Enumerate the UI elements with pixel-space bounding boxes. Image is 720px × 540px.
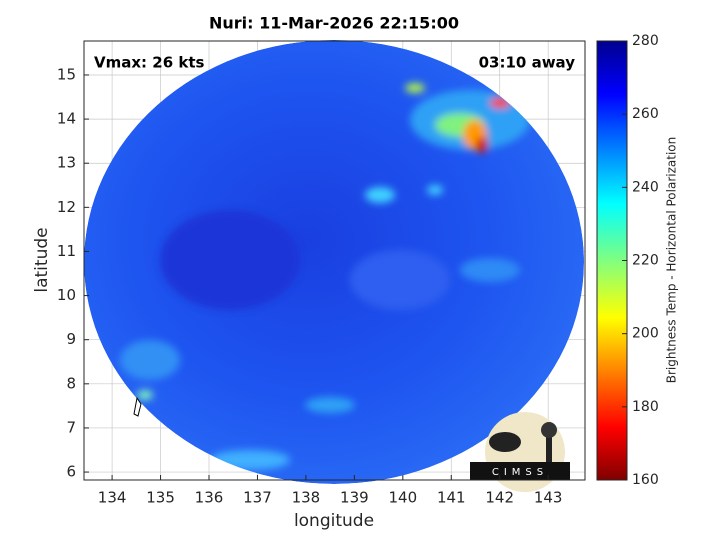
y-axis-label: latitude bbox=[32, 227, 52, 292]
axes-box bbox=[83, 40, 586, 481]
x-tick-label: 139 bbox=[340, 489, 369, 507]
colorbar-tick-label: 180 bbox=[632, 399, 659, 415]
coastline bbox=[133, 396, 142, 417]
x-tick-label: 134 bbox=[98, 489, 127, 507]
y-tick-label: 10 bbox=[57, 286, 76, 304]
y-tick-label: 9 bbox=[66, 330, 76, 348]
y-tick-label: 8 bbox=[66, 374, 76, 392]
x-tick-label: 142 bbox=[485, 489, 514, 507]
annotation: 03:10 away bbox=[479, 54, 576, 72]
logo-text: CIMSS bbox=[492, 467, 548, 478]
x-tick-label: 143 bbox=[534, 489, 563, 507]
swath bbox=[84, 40, 584, 484]
colorbar-tick-label: 160 bbox=[632, 472, 659, 488]
y-tick-label: 14 bbox=[57, 110, 76, 128]
y-tick-label: 6 bbox=[66, 463, 76, 481]
y-tick-label: 12 bbox=[57, 198, 76, 216]
logo: CIMSS bbox=[470, 412, 570, 492]
x-tick-label: 137 bbox=[243, 489, 272, 507]
x-tick-label: 138 bbox=[292, 489, 321, 507]
colorbar-tick-label: 260 bbox=[632, 106, 659, 122]
y-tick-label: 11 bbox=[57, 242, 76, 260]
x-axis-label: longitude bbox=[294, 511, 374, 531]
x-tick-label: 140 bbox=[388, 489, 417, 507]
chart-title: Nuri: 11-Mar-2026 22:15:00 bbox=[209, 14, 459, 33]
y-tick-label: 13 bbox=[57, 154, 76, 172]
annotation: Vmax: 26 kts bbox=[94, 54, 204, 72]
colorbar-label: Brightness Temp - Horizontal Polarizatio… bbox=[665, 137, 679, 384]
x-tick-label: 136 bbox=[195, 489, 224, 507]
y-tick-label: 7 bbox=[66, 418, 76, 436]
colorbar-tick-label: 280 bbox=[632, 33, 659, 49]
x-tick-label: 135 bbox=[146, 489, 175, 507]
colorbar-tick-label: 200 bbox=[632, 326, 659, 342]
x-tick-label: 141 bbox=[437, 489, 466, 507]
colorbar-tick-label: 220 bbox=[632, 253, 659, 269]
y-tick-label: 15 bbox=[57, 65, 76, 83]
colorbar-tick-label: 240 bbox=[632, 179, 659, 195]
